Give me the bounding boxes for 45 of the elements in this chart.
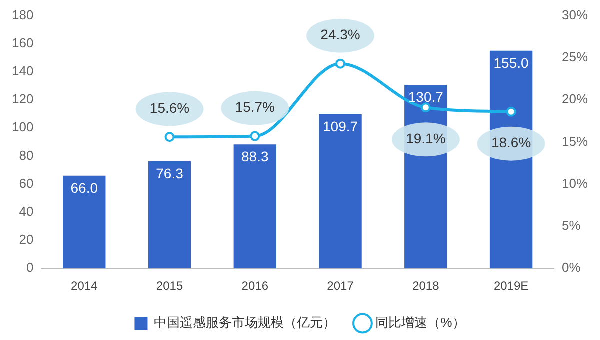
bar: [234, 144, 276, 269]
data-label: 18.6%: [491, 134, 532, 151]
x-tick-label: 2017: [327, 279, 354, 294]
point: [506, 106, 516, 117]
legend-label: 同比增速（%）: [376, 315, 466, 330]
x-tick-label: 2014: [71, 279, 98, 294]
y2-tick-label: 20%: [562, 92, 588, 107]
x-tick-label: 2016: [242, 279, 269, 294]
y-tick-label: 80: [19, 148, 34, 163]
y2-tick-label: 15%: [562, 134, 588, 149]
y-tick-label: 0: [26, 260, 34, 276]
data-label: 155.0: [494, 54, 530, 71]
point: [250, 131, 260, 142]
y2-tick-label: 5%: [562, 218, 582, 234]
y-tick-label: 140: [12, 64, 34, 79]
data-label: 130.7: [408, 88, 444, 105]
y-tick-label: 120: [12, 92, 34, 107]
data-label: 109.7: [323, 118, 358, 134]
y-tick-label: 40: [19, 204, 34, 219]
x-tick-label: 2015: [156, 279, 184, 294]
y2-tick-label: 25%: [562, 50, 588, 65]
data-label: 24.3%: [320, 26, 360, 43]
data-label: 15.6%: [150, 100, 190, 116]
y-tick-label: 180: [12, 7, 34, 22]
data-label: 76.3: [156, 165, 184, 182]
y-tick-label: 100: [12, 120, 34, 135]
point: [420, 102, 431, 113]
y2-tick-label: 30%: [562, 7, 588, 22]
data-label: 15.7%: [235, 99, 275, 116]
y-tick-label: 20: [19, 232, 34, 248]
point: [164, 132, 175, 142]
y-tick-label: 160: [12, 35, 34, 50]
bar: [63, 176, 106, 269]
y2-tick-label: 10%: [562, 176, 588, 191]
bar: [319, 114, 362, 269]
bar: [148, 161, 192, 269]
data-label: 88.3: [242, 148, 269, 164]
legend-label: 中国遥感服务市场规模（亿元）: [154, 315, 336, 330]
x-tick-label: 2019E: [494, 279, 529, 294]
y2-tick-label: 0%: [562, 260, 582, 276]
y-tick-label: 60: [19, 176, 34, 191]
data-label: 66.0: [70, 180, 98, 196]
data-label: 19.1%: [406, 130, 446, 147]
point: [336, 58, 346, 69]
x-tick-label: 2018: [412, 279, 440, 294]
